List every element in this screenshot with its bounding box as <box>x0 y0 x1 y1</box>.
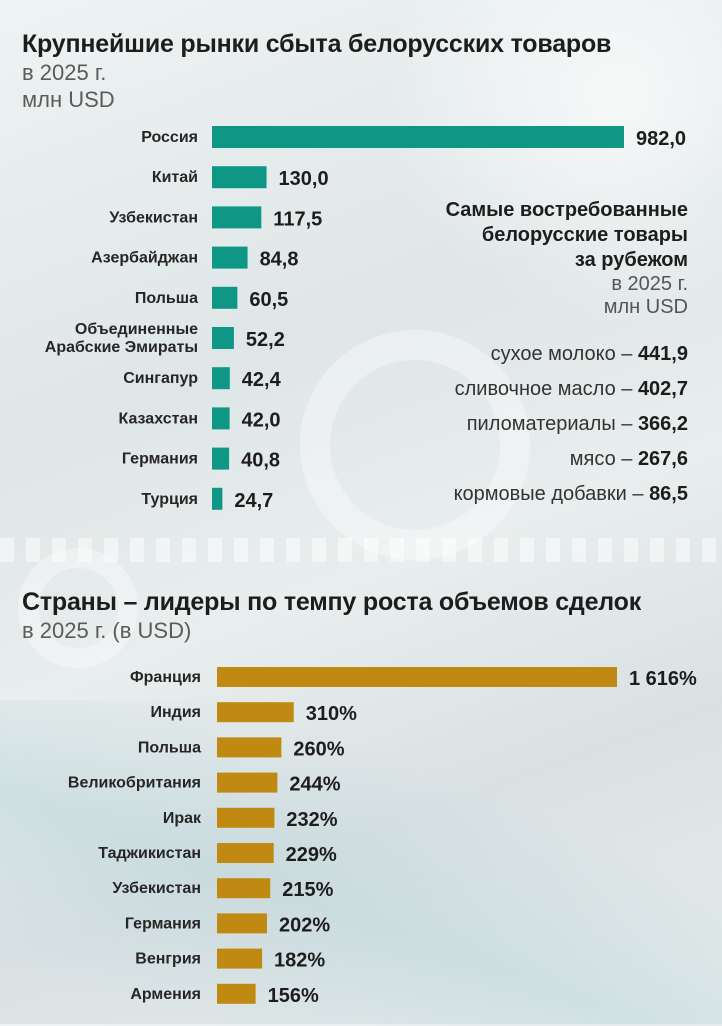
goods-list: сухое молоко – 441,9 сливочное масло – 4… <box>368 337 688 512</box>
category-label: Франция <box>130 669 201 686</box>
section1-header: Крупнейшие рынки сбыта белорусских товар… <box>22 30 611 113</box>
value-label: 156% <box>268 985 319 1007</box>
category-label: Индия <box>151 704 202 721</box>
category-label: Узбекистан <box>109 209 198 226</box>
bar <box>212 407 230 430</box>
background-divider-band <box>0 538 722 562</box>
goods-item-value: 267,6 <box>637 448 688 470</box>
category-label: Казахстан <box>119 410 199 427</box>
category-label: Армения <box>130 986 201 1003</box>
value-label: 182% <box>274 950 325 972</box>
category-label: Азербайджан <box>91 250 198 267</box>
goods-item-value: 402,7 <box>637 378 688 400</box>
markets-bar-chart: Россия 982,0 Китай 130,0 Узбекистан 117,5 Азер… <box>45 126 686 512</box>
bar <box>217 772 278 793</box>
value-label: 232% <box>286 809 337 831</box>
section1-subtitle-year: в 2025 г. <box>22 60 107 85</box>
goods-item: мясо – 267,6 <box>368 442 688 477</box>
section2-title: Страны – лидеры по темпу роста объемов с… <box>22 588 642 616</box>
goods-title-line-3: за рубежом <box>574 249 688 271</box>
category-label: Арабские Эмираты <box>45 339 198 356</box>
bar <box>217 913 267 934</box>
bar <box>217 878 271 899</box>
category-label: Турция <box>141 491 198 508</box>
value-label: 42,4 <box>242 369 282 391</box>
goods-item-name: сливочное масло – <box>454 378 633 400</box>
value-label: 310% <box>306 703 357 725</box>
goods-item-value: 366,2 <box>637 413 688 435</box>
category-label: Ирак <box>163 810 202 827</box>
section2-subtitle: в 2025 г. (в USD) <box>22 618 192 643</box>
goods-subtitle-unit: млн USD <box>603 296 688 318</box>
goods-item-value: 86,5 <box>649 483 688 505</box>
value-label: 982,0 <box>636 128 686 150</box>
value-label: 202% <box>279 914 330 936</box>
bar <box>212 206 262 229</box>
bar <box>212 246 248 269</box>
bar <box>212 367 230 390</box>
category-label: Польша <box>138 739 201 756</box>
bar <box>217 702 294 723</box>
category-label: Таджикистан <box>98 845 201 862</box>
goods-item: сливочное масло – 402,7 <box>368 372 688 407</box>
category-label: Германия <box>125 915 201 932</box>
value-label: 84,8 <box>260 249 299 271</box>
category-label: Великобритания <box>68 775 201 792</box>
value-label: 1 616% <box>629 668 697 690</box>
category-label: Польша <box>135 290 198 307</box>
goods-item-name: кормовые добавки – <box>453 483 644 505</box>
bar <box>212 286 238 309</box>
bar <box>212 327 234 349</box>
bar <box>212 487 223 510</box>
value-label: 60,5 <box>249 289 288 311</box>
value-label: 244% <box>289 774 340 796</box>
bar <box>212 447 230 470</box>
top-goods-panel: Самые востребованные белорусские товары … <box>368 198 688 512</box>
section1-subtitle-unit: млн USD <box>22 87 115 112</box>
goods-item: кормовые добавки – 86,5 <box>368 477 688 512</box>
bar <box>217 807 275 828</box>
value-label: 40,8 <box>241 450 280 472</box>
category-label: Германия <box>122 451 198 468</box>
category-label: Сингапур <box>123 370 198 387</box>
value-label: 130,0 <box>279 168 329 190</box>
goods-title-line-2: белорусские товары <box>481 224 688 246</box>
bar <box>212 166 267 189</box>
section1-title: Крупнейшие рынки сбыта белорусских товар… <box>22 30 612 58</box>
goods-title-line-1: Самые востребованные <box>445 199 688 221</box>
value-label: 117,5 <box>273 208 322 230</box>
goods-item-name: пиломатериалы – <box>466 413 633 435</box>
value-label: 52,2 <box>246 329 285 351</box>
goods-item-name: сухое молоко – <box>490 343 633 365</box>
goods-item: сухое молоко – 441,9 <box>368 337 688 372</box>
bar <box>217 667 617 687</box>
bar <box>217 843 274 863</box>
goods-item-value: 441,9 <box>637 343 688 365</box>
bar <box>212 126 624 148</box>
value-label: 260% <box>293 738 344 760</box>
category-label: Китай <box>152 169 198 186</box>
category-label: Узбекистан <box>112 880 201 897</box>
bar <box>217 948 263 969</box>
section2-header: Страны – лидеры по темпу роста объемов с… <box>22 588 641 644</box>
goods-item-name: мясо – <box>569 448 633 470</box>
value-label: 42,0 <box>242 409 281 431</box>
bar <box>217 737 282 758</box>
category-label: Россия <box>141 129 198 146</box>
category-label: Объединенные <box>75 321 198 338</box>
category-label: Венгрия <box>135 951 201 968</box>
value-label: 24,7 <box>234 490 273 512</box>
goods-item: пиломатериалы – 366,2 <box>368 407 688 442</box>
bar <box>217 983 256 1004</box>
value-label: 215% <box>282 879 333 901</box>
value-label: 229% <box>286 844 337 866</box>
growth-bar-chart: Франция 1 616% Индия 310% Польша 260% Великобр… <box>68 667 697 1007</box>
goods-subtitle-year: в 2025 г. <box>611 273 688 295</box>
